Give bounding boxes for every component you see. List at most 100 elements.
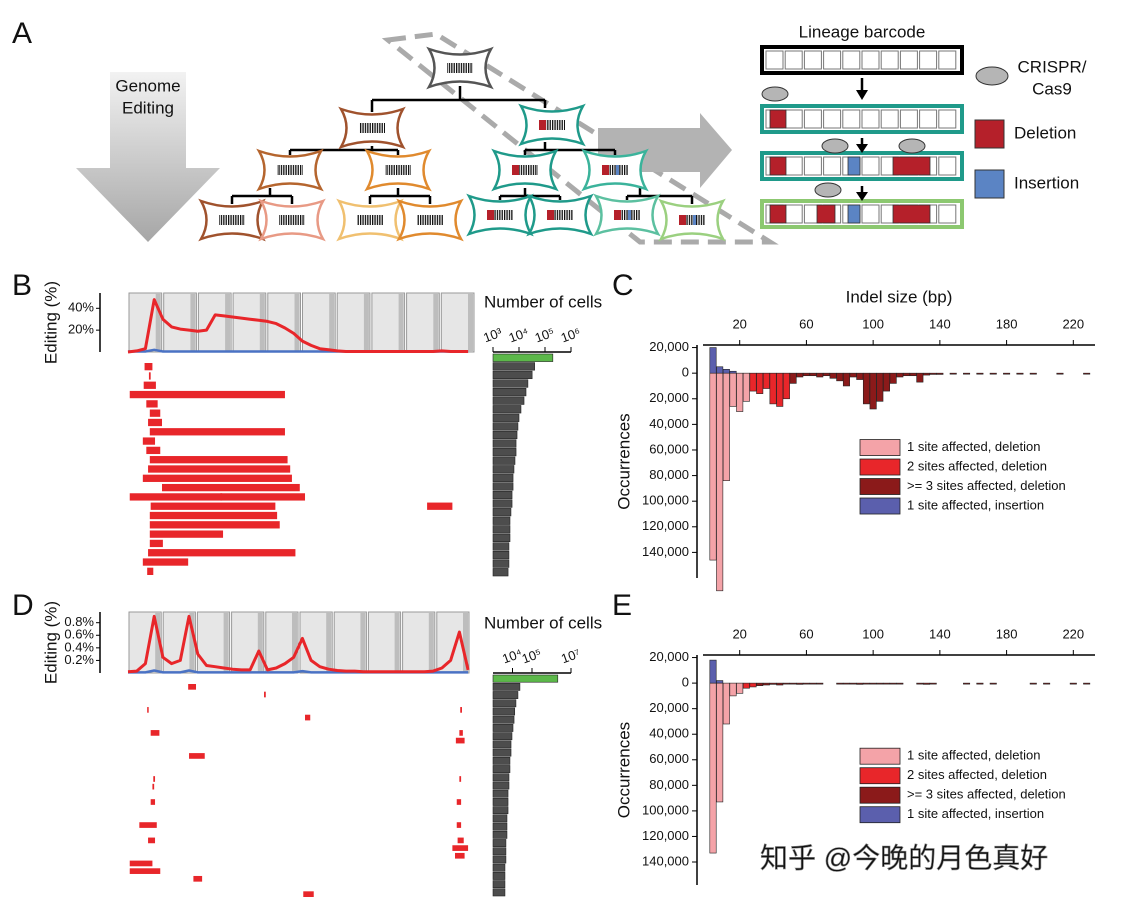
y-tick-label: 0 (682, 675, 689, 690)
legend-swatch (859, 478, 901, 495)
bar (822, 372, 830, 377)
bar (492, 847, 507, 856)
bar (492, 839, 507, 847)
edit-segment (144, 363, 153, 371)
barcode-site (784, 204, 803, 224)
y-tick-label: 40% (68, 300, 94, 315)
bar (903, 372, 911, 377)
cell-deletion (679, 215, 686, 225)
x-tick-label: 10⁴ (500, 646, 524, 667)
bar (882, 682, 890, 685)
bar (842, 682, 850, 685)
edit-segment (149, 409, 161, 417)
legend-label: Cas9 (1032, 79, 1072, 98)
editing-arrow (76, 72, 220, 242)
cell-barcode (357, 215, 383, 225)
bar (842, 372, 850, 387)
edit-segment (149, 530, 224, 538)
barcode-site (938, 50, 957, 70)
edit-segment (427, 502, 453, 510)
bar (492, 798, 509, 806)
edit-segment (148, 465, 291, 473)
bar (729, 370, 737, 374)
bar (492, 888, 506, 897)
bar (492, 499, 513, 508)
x-tick-label: 100 (862, 626, 884, 641)
bar (709, 372, 717, 561)
bar (492, 559, 510, 568)
y-tick-label: 0.2% (64, 652, 94, 667)
bar (716, 366, 724, 374)
barcode-site (880, 109, 899, 129)
edit-segment (129, 493, 306, 501)
edit-segment (220, 493, 223, 501)
bar (492, 748, 512, 757)
barcode-arrows (856, 78, 868, 201)
bar (709, 347, 717, 374)
bar (492, 422, 519, 431)
chart-title: Number of cells (484, 292, 602, 311)
site-edge (433, 293, 439, 352)
bar (882, 372, 890, 392)
insertion-swatch (974, 169, 1005, 199)
legend-label: >= 3 sites affected, deletion (907, 787, 1066, 802)
bar (802, 372, 810, 377)
legend-swatch (859, 747, 901, 765)
y-tick-label: 40,000 (649, 726, 689, 741)
bar (492, 682, 521, 691)
edit-segment (455, 852, 465, 859)
barcode-site (765, 50, 784, 70)
site-edge (398, 293, 404, 352)
bar (816, 372, 824, 378)
bar (889, 372, 897, 384)
bar (492, 430, 518, 440)
legend-swatch (859, 767, 901, 785)
x-tick-label: 10⁵ (520, 646, 544, 667)
barcode-site (861, 109, 880, 129)
bar (789, 372, 797, 384)
bar (809, 372, 817, 377)
bar (1016, 372, 1024, 375)
cell-barcode (487, 210, 513, 220)
edit-segment (149, 456, 288, 464)
y-tick-label: 20,000 (649, 339, 689, 354)
y-tick-label: 20,000 (649, 700, 689, 715)
bar (896, 682, 904, 685)
x-tick-label: 10⁵ (533, 325, 557, 346)
barcode-site (919, 109, 938, 129)
edit-segment (459, 730, 463, 736)
bar (909, 372, 917, 377)
x-tick-label: 100 (862, 316, 884, 331)
edit-segment (149, 539, 163, 548)
bar (749, 682, 757, 688)
bar (916, 682, 924, 685)
bar (492, 456, 516, 465)
bar (756, 372, 764, 394)
cell-deletion (539, 120, 546, 130)
y-axis-label: Occurrences (614, 413, 633, 509)
barcode-site (823, 156, 842, 176)
bar (492, 740, 512, 749)
edit-segment (153, 776, 156, 782)
barcode-site (842, 50, 861, 70)
y-tick-label: 20,000 (649, 649, 689, 664)
barcode-site (861, 204, 880, 224)
y-tick-label: 0.6% (64, 627, 94, 642)
bar (492, 353, 554, 362)
arrow-label: Editing (122, 98, 174, 117)
cell-insertion (628, 210, 631, 220)
site-edge (189, 612, 195, 673)
arrow-label: Genome (115, 76, 180, 95)
x-tick-label: 180 (996, 316, 1018, 331)
bar (492, 872, 506, 880)
barcode-site (803, 156, 822, 176)
edit-segment (146, 446, 161, 455)
edit-segment (149, 521, 280, 529)
panel-label: D (12, 589, 34, 622)
series-line (127, 298, 469, 354)
bar (492, 550, 510, 560)
cell-deletion (547, 210, 554, 220)
bar (492, 370, 533, 380)
edit-segment (129, 860, 153, 867)
site-edge (225, 293, 231, 352)
